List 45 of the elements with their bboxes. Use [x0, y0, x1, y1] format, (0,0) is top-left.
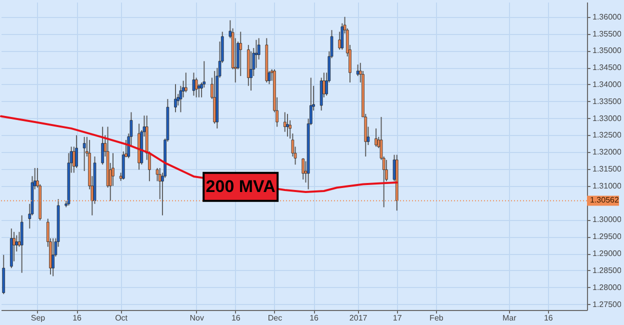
- candlestick: [192, 72, 196, 96]
- candlestick: [179, 85, 182, 113]
- y-tick-label: 1.29000: [592, 249, 622, 258]
- y-tick-label: 1.35500: [592, 29, 622, 38]
- y-tick-label: 1.30000: [592, 215, 622, 224]
- x-tick-label: 16: [544, 314, 554, 322]
- y-tick-label: 1.34500: [592, 63, 622, 72]
- x-tick-label: 2017: [349, 314, 368, 322]
- y-tick-label: 1.31000: [592, 181, 622, 190]
- candlestick: [20, 214, 24, 274]
- x-tick-label: 16: [72, 314, 82, 322]
- x-tick-label: Dec: [268, 314, 282, 322]
- y-tick-label: 1.35000: [592, 46, 622, 56]
- y-tick-label: 1.36000: [592, 12, 622, 22]
- candlestick: [194, 77, 198, 98]
- y-tick-label: 1.32000: [592, 148, 622, 157]
- y-tick-label: 1.28500: [592, 266, 622, 275]
- x-tick-label: Nov: [190, 314, 204, 322]
- x-tick-label: Sep: [30, 314, 46, 322]
- x-tick-label: 17: [392, 314, 402, 322]
- candlestick: [286, 113, 289, 138]
- y-tick-label: 1.33000: [592, 114, 622, 123]
- y-tick-label: 1.34000: [592, 80, 622, 89]
- candlestick: [75, 134, 78, 168]
- y-tick-label: 1.33500: [592, 96, 622, 106]
- x-tick-label: Feb: [430, 314, 444, 322]
- candlestick: [82, 136, 86, 172]
- candlestick: [302, 158, 305, 180]
- x-tick-label: Oct: [115, 314, 128, 322]
- x-tick-label: 16: [310, 314, 320, 322]
- candlestick: [239, 31, 242, 77]
- x-tick-label: 16: [231, 314, 241, 322]
- ref-line-label: 1.30562: [590, 196, 620, 205]
- candlestick: [101, 126, 104, 166]
- candlestick: [52, 238, 54, 277]
- y-tick-label: 1.32500: [592, 130, 622, 140]
- candlestick: [283, 112, 286, 132]
- candlestick: [174, 84, 177, 113]
- x-tick-label: Mar: [502, 314, 517, 322]
- y-tick-label: 1.28000: [592, 282, 622, 292]
- y-tick-label: 1.31500: [592, 164, 622, 174]
- candlestick: [374, 128, 378, 148]
- annotation: 200 MVA: [206, 176, 276, 196]
- y-tick-label: 1.27500: [592, 300, 622, 309]
- y-tick-label: 1.29500: [592, 232, 622, 242]
